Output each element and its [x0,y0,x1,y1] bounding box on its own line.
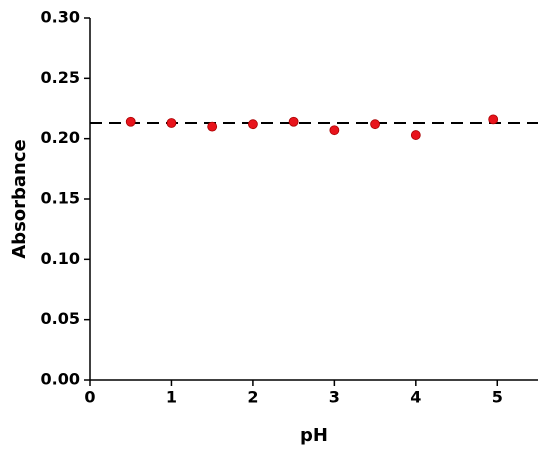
x-tick-label: 0 [84,388,95,407]
point [329,125,340,136]
point [488,114,499,125]
y-tick-label: 0.25 [41,68,80,87]
point [370,119,380,130]
x-tick-label: 4 [410,388,421,407]
y-tick-label: 0.30 [41,8,80,27]
point [410,130,421,140]
y-tick-label: 0.05 [41,309,80,328]
y-tick-label: 0.15 [41,189,80,208]
x-tick-label: 2 [247,388,258,407]
point [288,116,299,127]
point [166,118,177,128]
y-tick-label: 0.20 [41,128,80,147]
point [207,121,218,132]
y-axis-title: Absorbance [9,139,30,259]
x-tick-label: 5 [492,388,503,407]
point [125,116,136,127]
x-axis-title: pH [300,425,328,446]
y-tick-label: 0.00 [41,370,80,389]
x-tick-label: 3 [329,388,340,407]
x-tick-label: 1 [166,388,177,407]
point [248,119,258,130]
y-tick-label: 0.10 [41,249,80,268]
